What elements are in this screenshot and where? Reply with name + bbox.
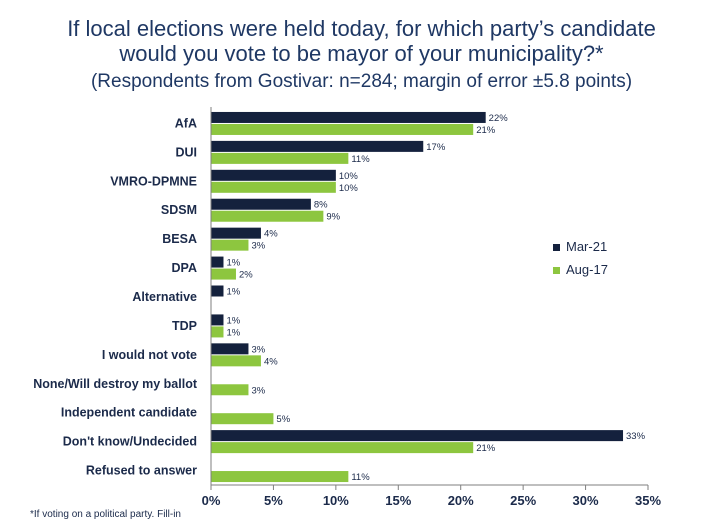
bar-aug-17 <box>211 181 336 193</box>
legend-swatch <box>553 244 560 251</box>
x-tick-label: 25% <box>510 493 536 508</box>
category-label: Alternative <box>132 290 197 304</box>
data-label: 17% <box>426 142 446 153</box>
data-label: 1% <box>226 287 240 298</box>
category-label: Don't know/Undecided <box>63 435 197 449</box>
category-label: TDP <box>172 319 197 333</box>
bar-aug-17 <box>211 326 224 338</box>
footnote: *If voting on a political party. Fill-in <box>30 509 181 520</box>
title-line-1: If local elections were held today, for … <box>67 16 656 41</box>
bar-mar-21 <box>211 111 486 123</box>
x-tick-label: 0% <box>202 493 221 508</box>
data-label: 21% <box>476 443 496 454</box>
data-label: 3% <box>251 344 265 355</box>
category-label: DUI <box>175 145 197 159</box>
bar-aug-17 <box>211 442 474 454</box>
data-label: 11% <box>351 472 370 483</box>
x-tick-label: 10% <box>323 493 349 508</box>
x-tick-label: 15% <box>385 493 411 508</box>
bar-mar-21 <box>211 140 424 152</box>
x-tick-label: 35% <box>635 493 661 508</box>
data-label: 3% <box>251 385 265 396</box>
category-label: Refused to answer <box>86 464 197 478</box>
category-label: None/Will destroy my ballot <box>33 377 198 391</box>
bar-mar-21 <box>211 314 224 326</box>
bar-aug-17 <box>211 355 261 367</box>
bar-aug-17 <box>211 471 349 483</box>
category-label: VMRO-DPMNE <box>110 174 197 188</box>
bar-aug-17 <box>211 123 474 135</box>
x-tick-label: 20% <box>448 493 474 508</box>
data-label: 9% <box>326 212 340 223</box>
bar-mar-21 <box>211 256 224 268</box>
data-label: 11% <box>351 154 370 165</box>
bar-aug-17 <box>211 413 274 425</box>
legend-label: Mar-21 <box>566 239 607 254</box>
data-label: 1% <box>226 315 240 326</box>
data-label: 33% <box>626 431 646 442</box>
category-label: BESA <box>162 232 197 246</box>
data-label: 4% <box>264 356 278 367</box>
legend-label: Aug-17 <box>566 262 608 277</box>
chart-title: If local elections were held today, for … <box>0 16 723 66</box>
category-label: DPA <box>172 261 197 275</box>
chart-subtitle: (Respondents from Gostivar: n=284; margi… <box>90 71 633 92</box>
data-label: 8% <box>314 200 328 211</box>
category-label: SDSM <box>161 203 197 217</box>
category-label: I would not vote <box>102 348 197 362</box>
data-label: 10% <box>339 183 359 194</box>
bar-mar-21 <box>211 227 261 239</box>
bar-mar-21 <box>211 285 224 297</box>
data-label: 4% <box>264 229 278 240</box>
data-label: 2% <box>239 270 253 281</box>
data-label: 21% <box>476 125 496 136</box>
bar-mar-21 <box>211 430 624 442</box>
category-label: Independent candidate <box>61 406 197 420</box>
data-label: 3% <box>251 241 265 252</box>
bar-mar-21 <box>211 343 249 355</box>
bar-aug-17 <box>211 210 324 222</box>
bar-mar-21 <box>211 198 311 210</box>
title-line-2: would you vote to be mayor of your munic… <box>119 41 604 66</box>
data-label: 1% <box>226 327 240 338</box>
bar-aug-17 <box>211 152 349 164</box>
data-label: 5% <box>276 414 290 425</box>
x-tick-label: 5% <box>264 493 283 508</box>
data-label: 10% <box>339 171 359 182</box>
x-tick-label: 30% <box>573 493 599 508</box>
legend-swatch <box>553 267 560 274</box>
category-label: AfA <box>175 116 197 130</box>
bar-aug-17 <box>211 268 236 280</box>
bar-aug-17 <box>211 384 249 396</box>
bar-aug-17 <box>211 239 249 251</box>
bar-mar-21 <box>211 169 336 181</box>
data-label: 22% <box>489 113 509 124</box>
data-label: 1% <box>226 258 240 269</box>
